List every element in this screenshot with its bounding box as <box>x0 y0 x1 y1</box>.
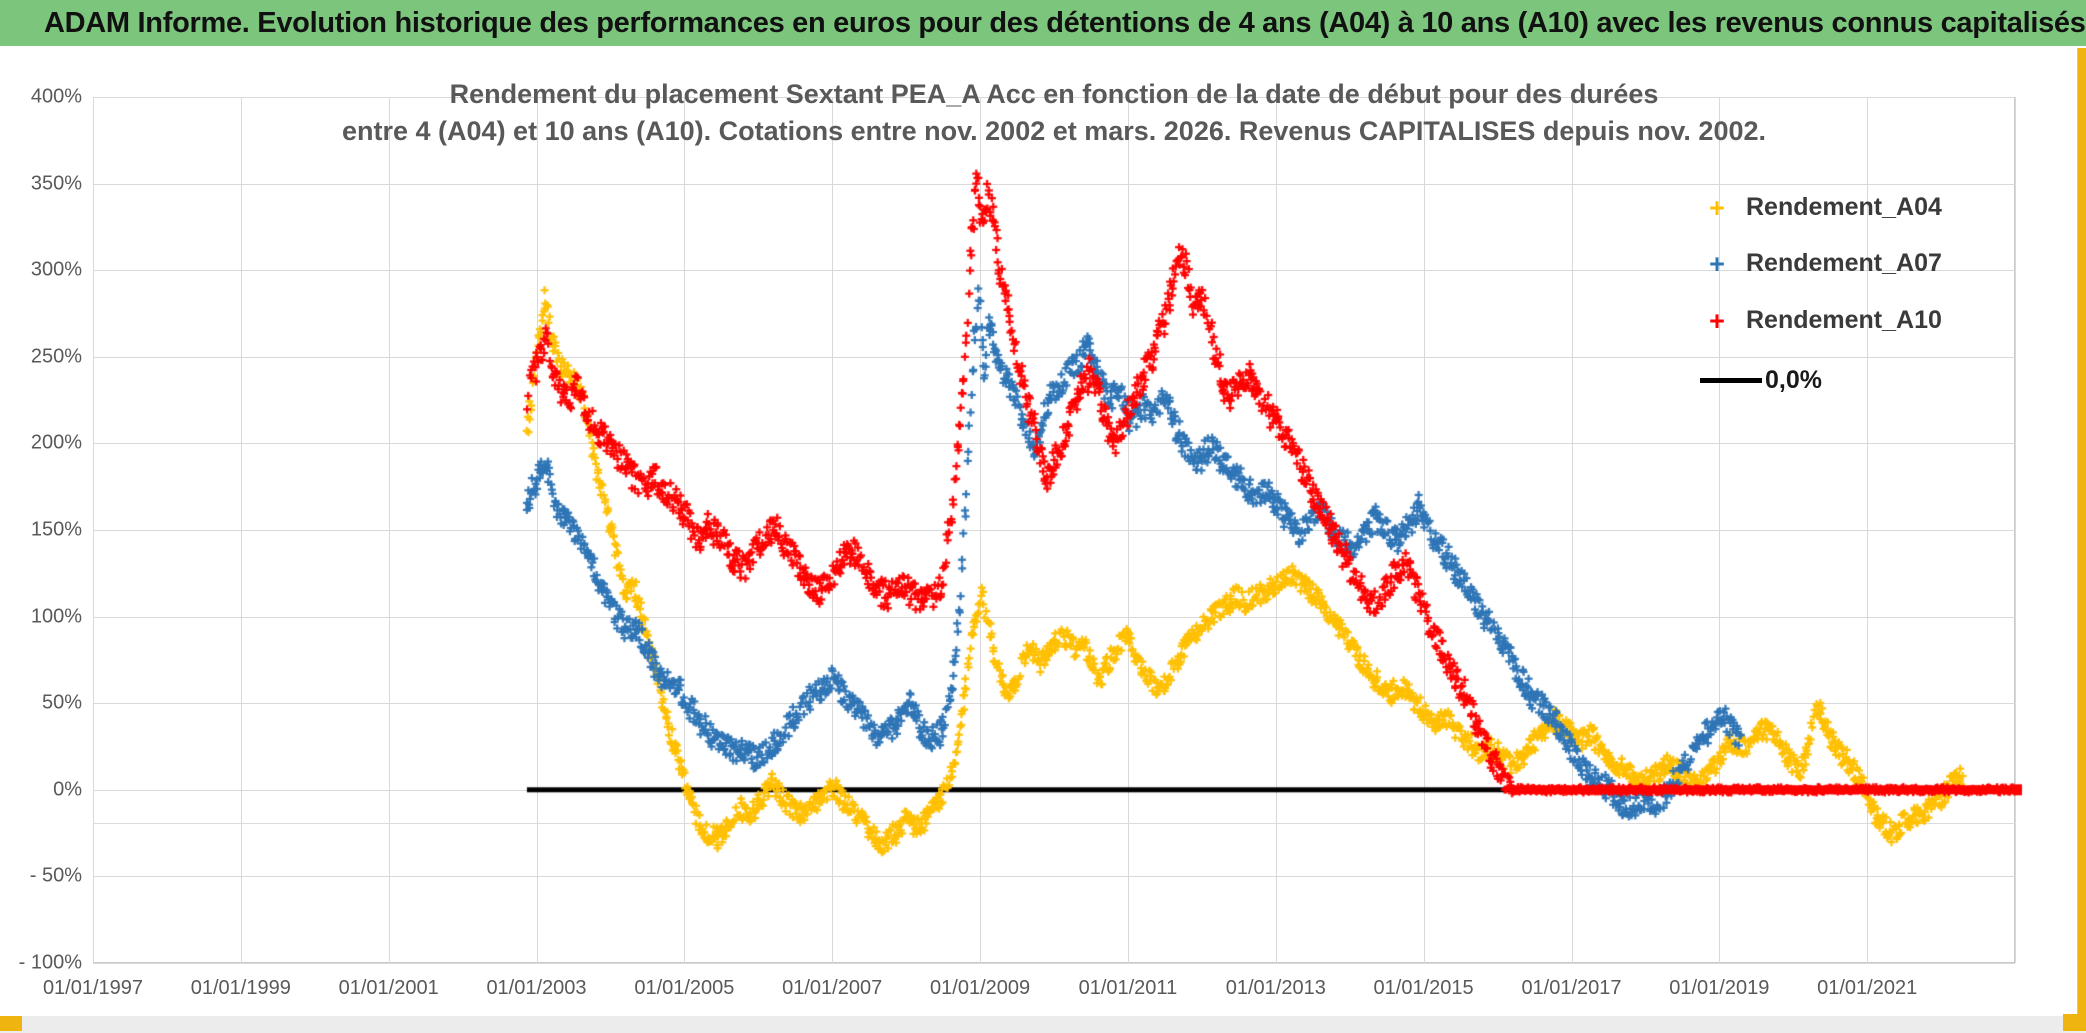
legend-label: Rendement_A10 <box>1746 306 1942 334</box>
y-axis-label: 0% <box>53 778 82 801</box>
zero-line-swatch <box>1700 378 1762 383</box>
y-axis-label: 150% <box>30 518 82 541</box>
chart-title-line2: entre 4 (A04) et 10 ans (A10). Cotations… <box>342 116 1766 146</box>
legend-label: Rendement_A07 <box>1746 249 1942 277</box>
x-axis-label: 01/01/1997 <box>42 977 144 999</box>
gold-accent-bottom-right <box>2063 1014 2086 1031</box>
gold-accent-bottom-left <box>0 1016 22 1031</box>
bottom-band <box>0 1014 2086 1033</box>
x-axis-label: 01/01/2005 <box>634 977 735 999</box>
y-axis-label: 400% <box>30 85 82 108</box>
x-axis-label: 01/01/2011 <box>1078 977 1178 999</box>
x-axis-label: 01/01/2003 <box>486 977 587 999</box>
chart-title-line1: Rendement du placement Sextant PEA_A Acc… <box>449 79 1659 109</box>
y-axis-label: 300% <box>30 258 82 281</box>
x-axis-label: 01/01/2019 <box>1669 977 1770 999</box>
legend-label: 0,0% <box>1765 366 1822 394</box>
x-axis-label: 01/01/2015 <box>1373 977 1474 999</box>
y-axis-label: 100% <box>30 605 82 628</box>
page-title: ADAM Informe. Evolution historique des p… <box>44 6 2086 39</box>
plus-marker-icon: + <box>1709 305 1725 336</box>
legend-item-Rendement_A07[interactable]: + Rendement_A07 <box>1700 249 1942 278</box>
legend-item-Rendement_A04[interactable]: + Rendement_A04 <box>1700 193 1942 222</box>
y-axis-label: - 50% <box>29 864 82 887</box>
x-axis-label: 01/01/1999 <box>190 977 291 999</box>
y-axis-label: - 100% <box>18 951 82 974</box>
gold-strip-right <box>2077 48 2086 1031</box>
chart-title: Rendement du placement Sextant PEA_A Acc… <box>93 76 2015 150</box>
y-axis-label: 250% <box>30 345 82 368</box>
header-bar: ADAM Informe. Evolution historique des p… <box>0 0 2086 48</box>
x-axis-label: 01/01/2009 <box>930 977 1031 999</box>
legend-label: Rendement_A04 <box>1746 193 1942 221</box>
y-axis-label: 350% <box>30 172 82 195</box>
x-axis-label: 01/01/2017 <box>1521 977 1622 999</box>
chart-object[interactable]: Rendement du placement Sextant PEA_A Acc… <box>0 48 2078 1014</box>
legend-item-Rendement_A10[interactable]: + Rendement_A10 <box>1700 306 1942 335</box>
legend-item-zero-line[interactable]: 0,0% <box>1700 366 1822 395</box>
x-axis-label: 01/01/2001 <box>338 977 439 999</box>
x-axis-label: 01/01/2007 <box>782 977 883 999</box>
x-axis-label: 01/01/2021 <box>1817 977 1918 999</box>
y-axis-label: 200% <box>30 431 82 454</box>
y-axis-label: 50% <box>41 691 82 714</box>
x-axis-label: 01/01/2013 <box>1225 977 1326 999</box>
scatter-plot-canvas[interactable] <box>0 48 2077 1014</box>
plus-marker-icon: + <box>1709 248 1725 279</box>
plus-marker-icon: + <box>1709 192 1725 223</box>
